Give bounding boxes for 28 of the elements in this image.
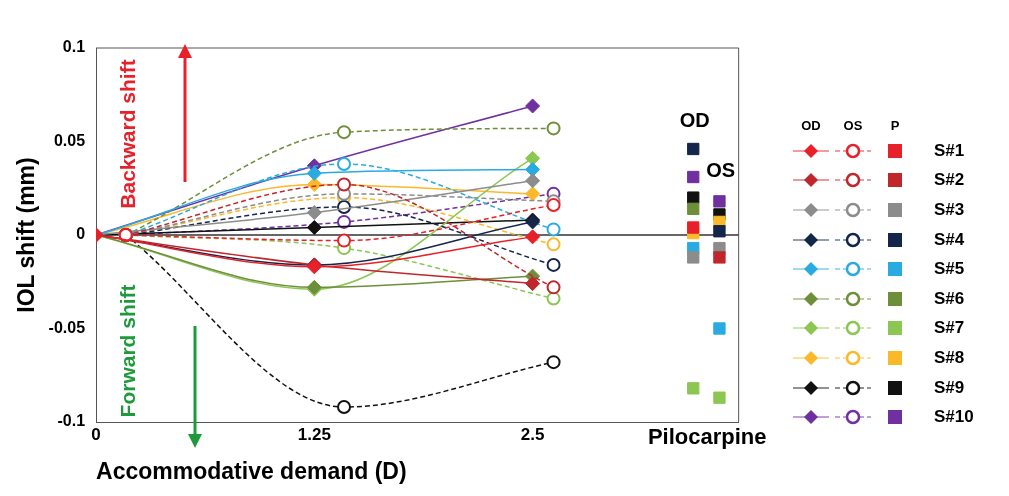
y-tick-label: 0.05 (53, 131, 86, 149)
legend-label: S#9 (934, 377, 965, 398)
y-axis-title: IOL shift (mm) (13, 157, 40, 313)
annotation: OS (706, 158, 736, 181)
x-axis-title: Accommodative demand (D) (96, 457, 407, 484)
legend-label: S#1 (934, 140, 965, 161)
annotation: OD (679, 108, 710, 131)
y-tick-label: -0.05 (48, 318, 86, 336)
y-tick-label: 0 (76, 225, 86, 243)
y-tick-label: -0.1 (57, 412, 86, 430)
annotation: Backward shift (115, 59, 139, 209)
x-tick-label: 0 (91, 424, 101, 444)
legend-label: S#10 (934, 407, 974, 428)
annotation: Forward shift (115, 284, 139, 418)
legend-label: S#4 (934, 229, 965, 250)
x-tick-label: Pilocarpine (647, 424, 767, 450)
text: OD (800, 118, 822, 135)
legend-label: S#8 (934, 347, 965, 368)
y-tick-label: 0.1 (62, 38, 86, 56)
x-tick-label: 2.5 (520, 424, 545, 444)
legend-label: S#7 (934, 318, 965, 339)
text: OS (842, 118, 864, 135)
x-tick-label: 1.25 (297, 424, 331, 444)
legend-label: S#6 (934, 288, 965, 309)
legend-label: S#3 (934, 199, 965, 220)
text: P (889, 118, 901, 135)
legend-label: S#2 (934, 170, 965, 191)
legend-label: S#5 (934, 259, 965, 280)
